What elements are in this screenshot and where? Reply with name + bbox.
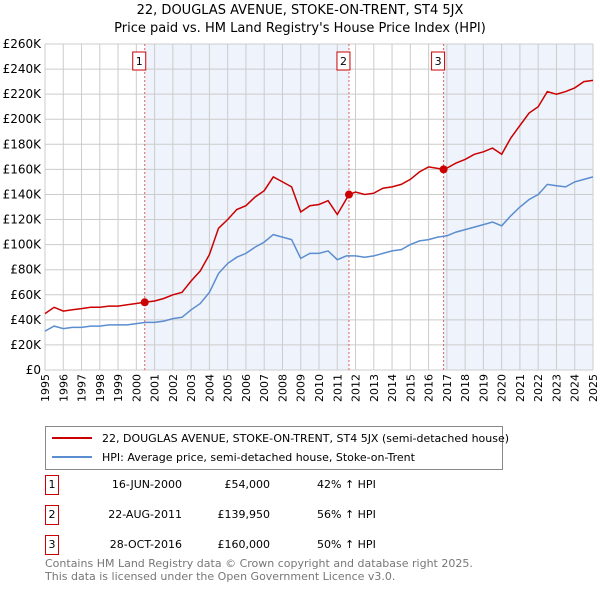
x-tick-label: 1996 — [57, 374, 70, 402]
legend-swatch-property — [52, 437, 92, 439]
footer: Contains HM Land Registry data © Crown c… — [45, 557, 473, 583]
x-tick-label: 2011 — [331, 374, 344, 402]
y-tick-label: £80K — [10, 263, 42, 277]
sale-date: 16-JUN-2000 — [111, 478, 182, 491]
x-tick-label: 2020 — [496, 374, 509, 402]
sale-point — [344, 190, 353, 199]
x-tick-label: 2010 — [313, 374, 326, 402]
x-tick-label: 2017 — [441, 374, 454, 402]
sale-date: 22-AUG-2011 — [108, 508, 182, 521]
sale-date: 28-OCT-2016 — [109, 538, 182, 551]
x-tick-label: 2001 — [149, 374, 162, 402]
legend-swatch-hpi — [52, 456, 92, 458]
sale-row-2: 2 22-AUG-2011 £139,950 56% ↑ HPI — [45, 505, 445, 525]
x-tick-label: 2018 — [459, 374, 472, 402]
x-tick-label: 2009 — [295, 374, 308, 402]
x-tick-label: 2004 — [203, 374, 216, 402]
y-tick-label: £0 — [26, 363, 41, 377]
y-tick-label: £40K — [10, 313, 42, 327]
sale-marker-label: 1 — [45, 475, 59, 495]
x-tick-label: 2025 — [587, 374, 600, 402]
x-tick-label: 1995 — [39, 374, 52, 402]
x-tick-label: 2003 — [185, 374, 198, 402]
sale-price: £54,000 — [224, 478, 271, 491]
shaded-period — [443, 44, 593, 370]
sale-point — [140, 298, 149, 307]
sale-price: £139,950 — [217, 508, 271, 521]
property-price-line — [44, 79, 594, 315]
sale-label: 2 — [340, 55, 347, 68]
y-tick-label: £260K — [3, 37, 43, 51]
x-tick-label: 2014 — [386, 374, 399, 402]
chart-title: 22, DOUGLAS AVENUE, STOKE-ON-TRENT, ST4 … — [136, 3, 464, 18]
price-chart: 1995 1996 1997 1998 1999 2000 2001 2002 2003 2004… — [3, 37, 600, 402]
x-tick-label: 2013 — [368, 374, 381, 402]
x-tick-label: 2002 — [167, 374, 180, 402]
sale-hpi-change: 56% ↑ HPI — [317, 508, 376, 521]
hpi-line — [44, 176, 594, 332]
x-tick-label: 2015 — [404, 374, 417, 402]
sale-price: £160,000 — [217, 538, 271, 551]
y-tick-label: £180K — [3, 137, 43, 151]
footer-copyright: Contains HM Land Registry data © Crown c… — [45, 557, 473, 570]
sale-row-1: 1 16-JUN-2000 £54,000 42% ↑ HPI — [45, 475, 445, 495]
x-tick-label: 2000 — [130, 374, 143, 402]
x-tick-label: 2022 — [532, 374, 545, 402]
legend: 22, DOUGLAS AVENUE, STOKE-ON-TRENT, ST4 … — [45, 426, 509, 470]
x-tick-label: 1998 — [94, 374, 107, 402]
sale-label-box — [132, 51, 147, 71]
x-tick-label: 2008 — [276, 374, 289, 402]
sale-row-3: 3 28-OCT-2016 £160,000 50% ↑ HPI — [45, 535, 445, 555]
y-tick-label: £20K — [10, 338, 42, 352]
x-tick-label: 2012 — [350, 374, 363, 402]
x-tick-label: 1999 — [112, 374, 125, 402]
sale-label-box — [431, 51, 446, 71]
sale-label: 3 — [435, 55, 442, 68]
x-tick-label: 2016 — [423, 374, 436, 402]
footer-licence: This data is licensed under the Open Gov… — [45, 570, 396, 583]
sale-hpi-change: 50% ↑ HPI — [317, 538, 376, 551]
sale-hpi-change: 42% ↑ HPI — [317, 478, 376, 491]
y-tick-label: £60K — [10, 288, 42, 302]
x-tick-label: 2021 — [514, 374, 527, 402]
x-tick-label: 2019 — [477, 374, 490, 402]
x-tick-label: 2024 — [569, 374, 582, 402]
y-tick-label: £240K — [3, 62, 43, 76]
x-tick-label: 2023 — [550, 374, 563, 402]
y-tick-label: £220K — [3, 87, 43, 101]
x-tick-label: 1997 — [76, 374, 89, 402]
sale-label-box — [336, 51, 351, 71]
sale-label: 1 — [136, 55, 143, 68]
x-tick-label: 2005 — [222, 374, 235, 402]
y-tick-label: £140K — [3, 187, 43, 201]
y-tick-label: £100K — [3, 238, 43, 252]
sale-marker-label: 2 — [45, 505, 59, 525]
shaded-period — [144, 44, 349, 370]
legend-label-property: 22, DOUGLAS AVENUE, STOKE-ON-TRENT, ST4 … — [102, 431, 510, 445]
x-tick-label: 2007 — [258, 374, 271, 402]
legend-label-hpi: HPI: Average price, semi-detached house,… — [102, 450, 415, 464]
sale-marker-label: 3 — [45, 535, 59, 555]
x-tick-label: 2006 — [240, 374, 253, 402]
sale-point — [439, 165, 448, 174]
y-tick-label: £120K — [3, 213, 43, 227]
y-tick-label: £200K — [3, 112, 43, 126]
y-tick-label: £160K — [3, 162, 43, 176]
chart-subtitle: Price paid vs. HM Land Registry's House … — [114, 21, 486, 36]
